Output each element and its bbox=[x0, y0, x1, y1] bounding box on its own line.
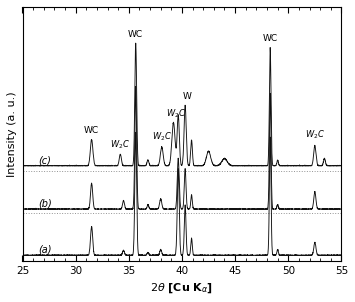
Text: (c): (c) bbox=[38, 155, 51, 165]
Text: WC: WC bbox=[128, 30, 143, 39]
Text: $W_2C$: $W_2C$ bbox=[152, 131, 172, 143]
Text: $W_2C$: $W_2C$ bbox=[110, 139, 130, 151]
Text: WC: WC bbox=[263, 34, 278, 43]
Text: $W_2C$: $W_2C$ bbox=[305, 129, 325, 141]
X-axis label: $2\theta$ [Cu K$_\alpha$]: $2\theta$ [Cu K$_\alpha$] bbox=[151, 281, 213, 295]
Y-axis label: Intensity (a. u.): Intensity (a. u.) bbox=[7, 91, 17, 177]
Text: (b): (b) bbox=[38, 198, 52, 208]
Text: $W_2C$: $W_2C$ bbox=[165, 107, 186, 120]
Text: W: W bbox=[183, 92, 192, 101]
Text: (a): (a) bbox=[38, 245, 52, 255]
Text: WC: WC bbox=[84, 127, 99, 136]
